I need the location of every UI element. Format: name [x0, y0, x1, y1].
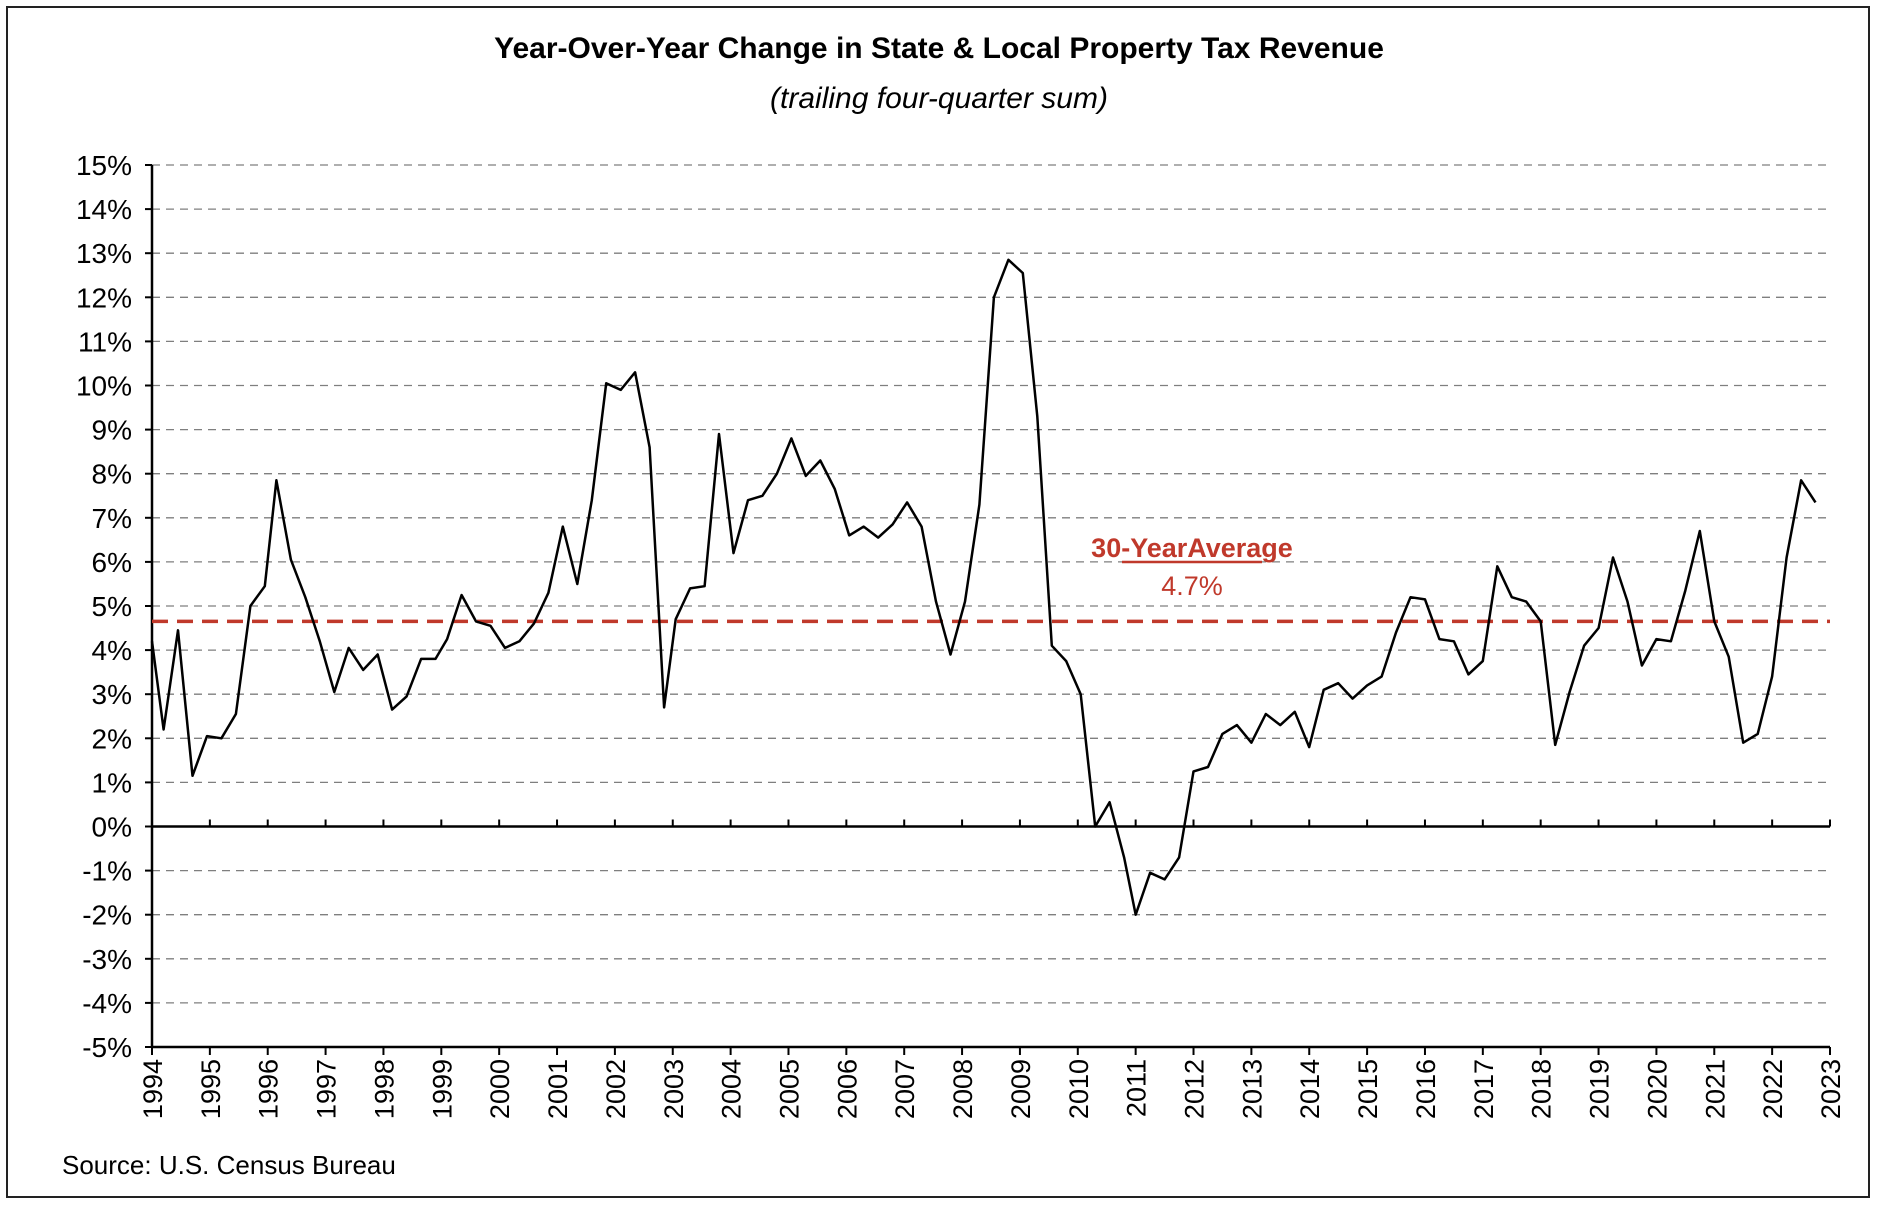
y-tick-label: -1%	[82, 856, 132, 887]
x-tick-label: 2008	[948, 1059, 978, 1119]
y-tick-label: 12%	[76, 282, 132, 313]
y-tick-label: 9%	[92, 415, 132, 446]
chart-title: Year-Over-Year Change in State & Local P…	[494, 32, 1384, 65]
x-tick-label: 1996	[254, 1059, 284, 1119]
series-line	[150, 258, 1817, 916]
source-note: Source: U.S. Census Bureau	[62, 1150, 396, 1180]
x-tick-label: 2021	[1700, 1059, 1730, 1119]
y-tick-label: 10%	[76, 371, 132, 402]
x-tick-label: 2022	[1758, 1059, 1788, 1119]
x-tick-label: 1994	[138, 1059, 168, 1119]
gridlines	[152, 164, 1830, 1048]
y-tick-label: -5%	[82, 1032, 132, 1063]
y-tick-label: 1%	[92, 767, 132, 798]
average-reference: 30-YearAverage 4.7%	[152, 533, 1830, 624]
x-tick-label: 1999	[427, 1059, 457, 1119]
average-label: 30-YearAverage	[1091, 533, 1293, 563]
x-tick-label: 2011	[1122, 1059, 1152, 1117]
x-tick-label: 2002	[601, 1059, 631, 1119]
y-axis-tick-labels: 15% 14% 13% 12% 11% 10% 9% 8% 7% 6% 5% 4% 3% 2% 1% 0% -1…	[76, 150, 132, 1063]
x-tick-label: 2023	[1816, 1059, 1846, 1119]
average-value-label: 4.7%	[1161, 571, 1223, 601]
y-tick-label: -4%	[82, 988, 132, 1019]
x-tick-label: 2009	[1006, 1059, 1036, 1119]
x-tick-label: 2012	[1180, 1059, 1210, 1119]
chart-subtitle: (trailing four-quarter sum)	[770, 82, 1108, 115]
x-tick-label: 2019	[1585, 1059, 1615, 1119]
y-tick-label: 13%	[76, 238, 132, 269]
x-tick-label: 2007	[890, 1059, 920, 1119]
y-tick-label: 4%	[92, 635, 132, 666]
x-tick-label: 2014	[1295, 1059, 1325, 1119]
y-tick-label: -2%	[82, 900, 132, 931]
x-tick-label: 2006	[832, 1059, 862, 1119]
x-tick-label: 2005	[774, 1059, 804, 1119]
x-tick-label: 1995	[196, 1059, 226, 1119]
x-tick-label: 2016	[1411, 1059, 1441, 1119]
y-tick-label: 2%	[92, 723, 132, 754]
y-tick-label: -3%	[82, 944, 132, 975]
x-tick-label: 1997	[312, 1059, 342, 1119]
y-tick-label: 11%	[78, 326, 132, 357]
y-tick-label: 3%	[92, 679, 132, 710]
x-tick-label: 2001	[543, 1059, 573, 1119]
x-tick-label: 2020	[1642, 1059, 1672, 1119]
y-tick-label: 5%	[92, 591, 132, 622]
x-tick-label: 1998	[369, 1059, 399, 1119]
series	[150, 258, 1817, 916]
y-tick-label: 6%	[92, 547, 132, 578]
y-tick-label: 7%	[92, 503, 132, 534]
axes	[145, 164, 1831, 1055]
x-tick-label: 2004	[717, 1059, 747, 1119]
x-axis-tick-labels: 1994 1995 1996 1997 1998 1999 2000 2001 2002 2003…	[138, 1059, 1846, 1119]
x-tick-label: 2003	[659, 1059, 689, 1119]
x-tick-label: 2010	[1064, 1059, 1094, 1119]
x-tick-label: 2015	[1353, 1059, 1383, 1119]
x-tick-label: 2018	[1527, 1059, 1557, 1119]
x-tick-label: 2013	[1237, 1059, 1267, 1119]
x-tick-label: 2017	[1469, 1059, 1499, 1119]
y-tick-label: 14%	[76, 194, 132, 225]
y-tick-label: 8%	[92, 459, 132, 490]
y-tick-label: 15%	[76, 150, 132, 181]
chart-frame	[6, 6, 1870, 1198]
x-tick-label: 2000	[485, 1059, 515, 1119]
y-tick-label: 0%	[92, 812, 132, 843]
